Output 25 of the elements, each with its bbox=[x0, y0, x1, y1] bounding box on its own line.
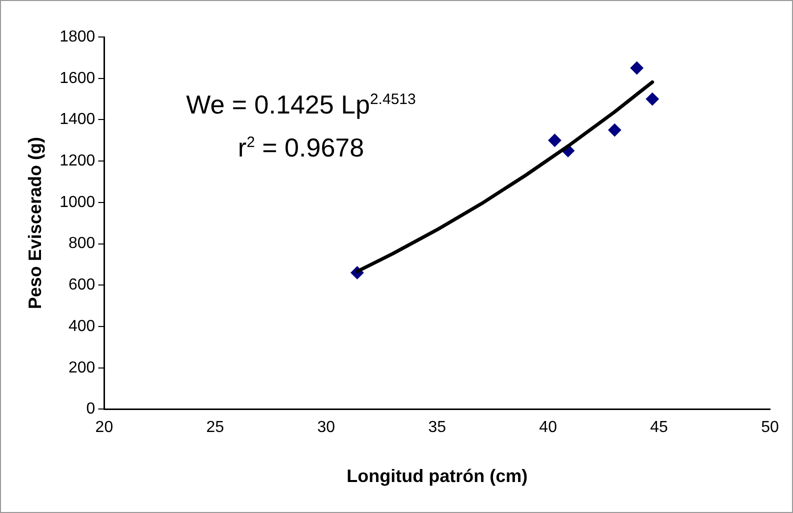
y-tick-label: 200 bbox=[68, 359, 96, 376]
x-tick-label: 50 bbox=[761, 419, 779, 436]
x-axis-title: Longitud patrón (cm) bbox=[346, 466, 528, 486]
point bbox=[646, 92, 659, 106]
x-tick-label: 25 bbox=[206, 419, 224, 436]
point bbox=[630, 62, 644, 75]
annotation: We = 0.1425 Lp$^{2.4513}$ bbox=[185, 88, 417, 122]
y-tick-label: 600 bbox=[68, 276, 96, 294]
y-axis-title: Peso Eviscerado (g) bbox=[24, 137, 45, 310]
y-tick-label: 1800 bbox=[60, 28, 96, 46]
x-tick-label: 35 bbox=[428, 419, 446, 436]
x-tick-label: 40 bbox=[539, 419, 558, 436]
y-tick-label: 800 bbox=[68, 235, 96, 252]
y-tick-label: 1600 bbox=[60, 70, 96, 87]
point bbox=[548, 134, 562, 147]
x-tick-label: 20 bbox=[95, 419, 114, 436]
point bbox=[608, 124, 622, 137]
x-tick-label: 45 bbox=[650, 419, 668, 436]
y-tick-label: 400 bbox=[68, 318, 96, 335]
annotation: r$^{2}$ = 0.9678 bbox=[236, 131, 366, 164]
y-tick-label: 1400 bbox=[60, 111, 96, 128]
y-tick-label: 1000 bbox=[60, 194, 96, 211]
y-tick-label: 0 bbox=[86, 400, 96, 418]
y-tick-label: 1200 bbox=[60, 152, 96, 170]
x-tick-label: 30 bbox=[317, 419, 336, 436]
